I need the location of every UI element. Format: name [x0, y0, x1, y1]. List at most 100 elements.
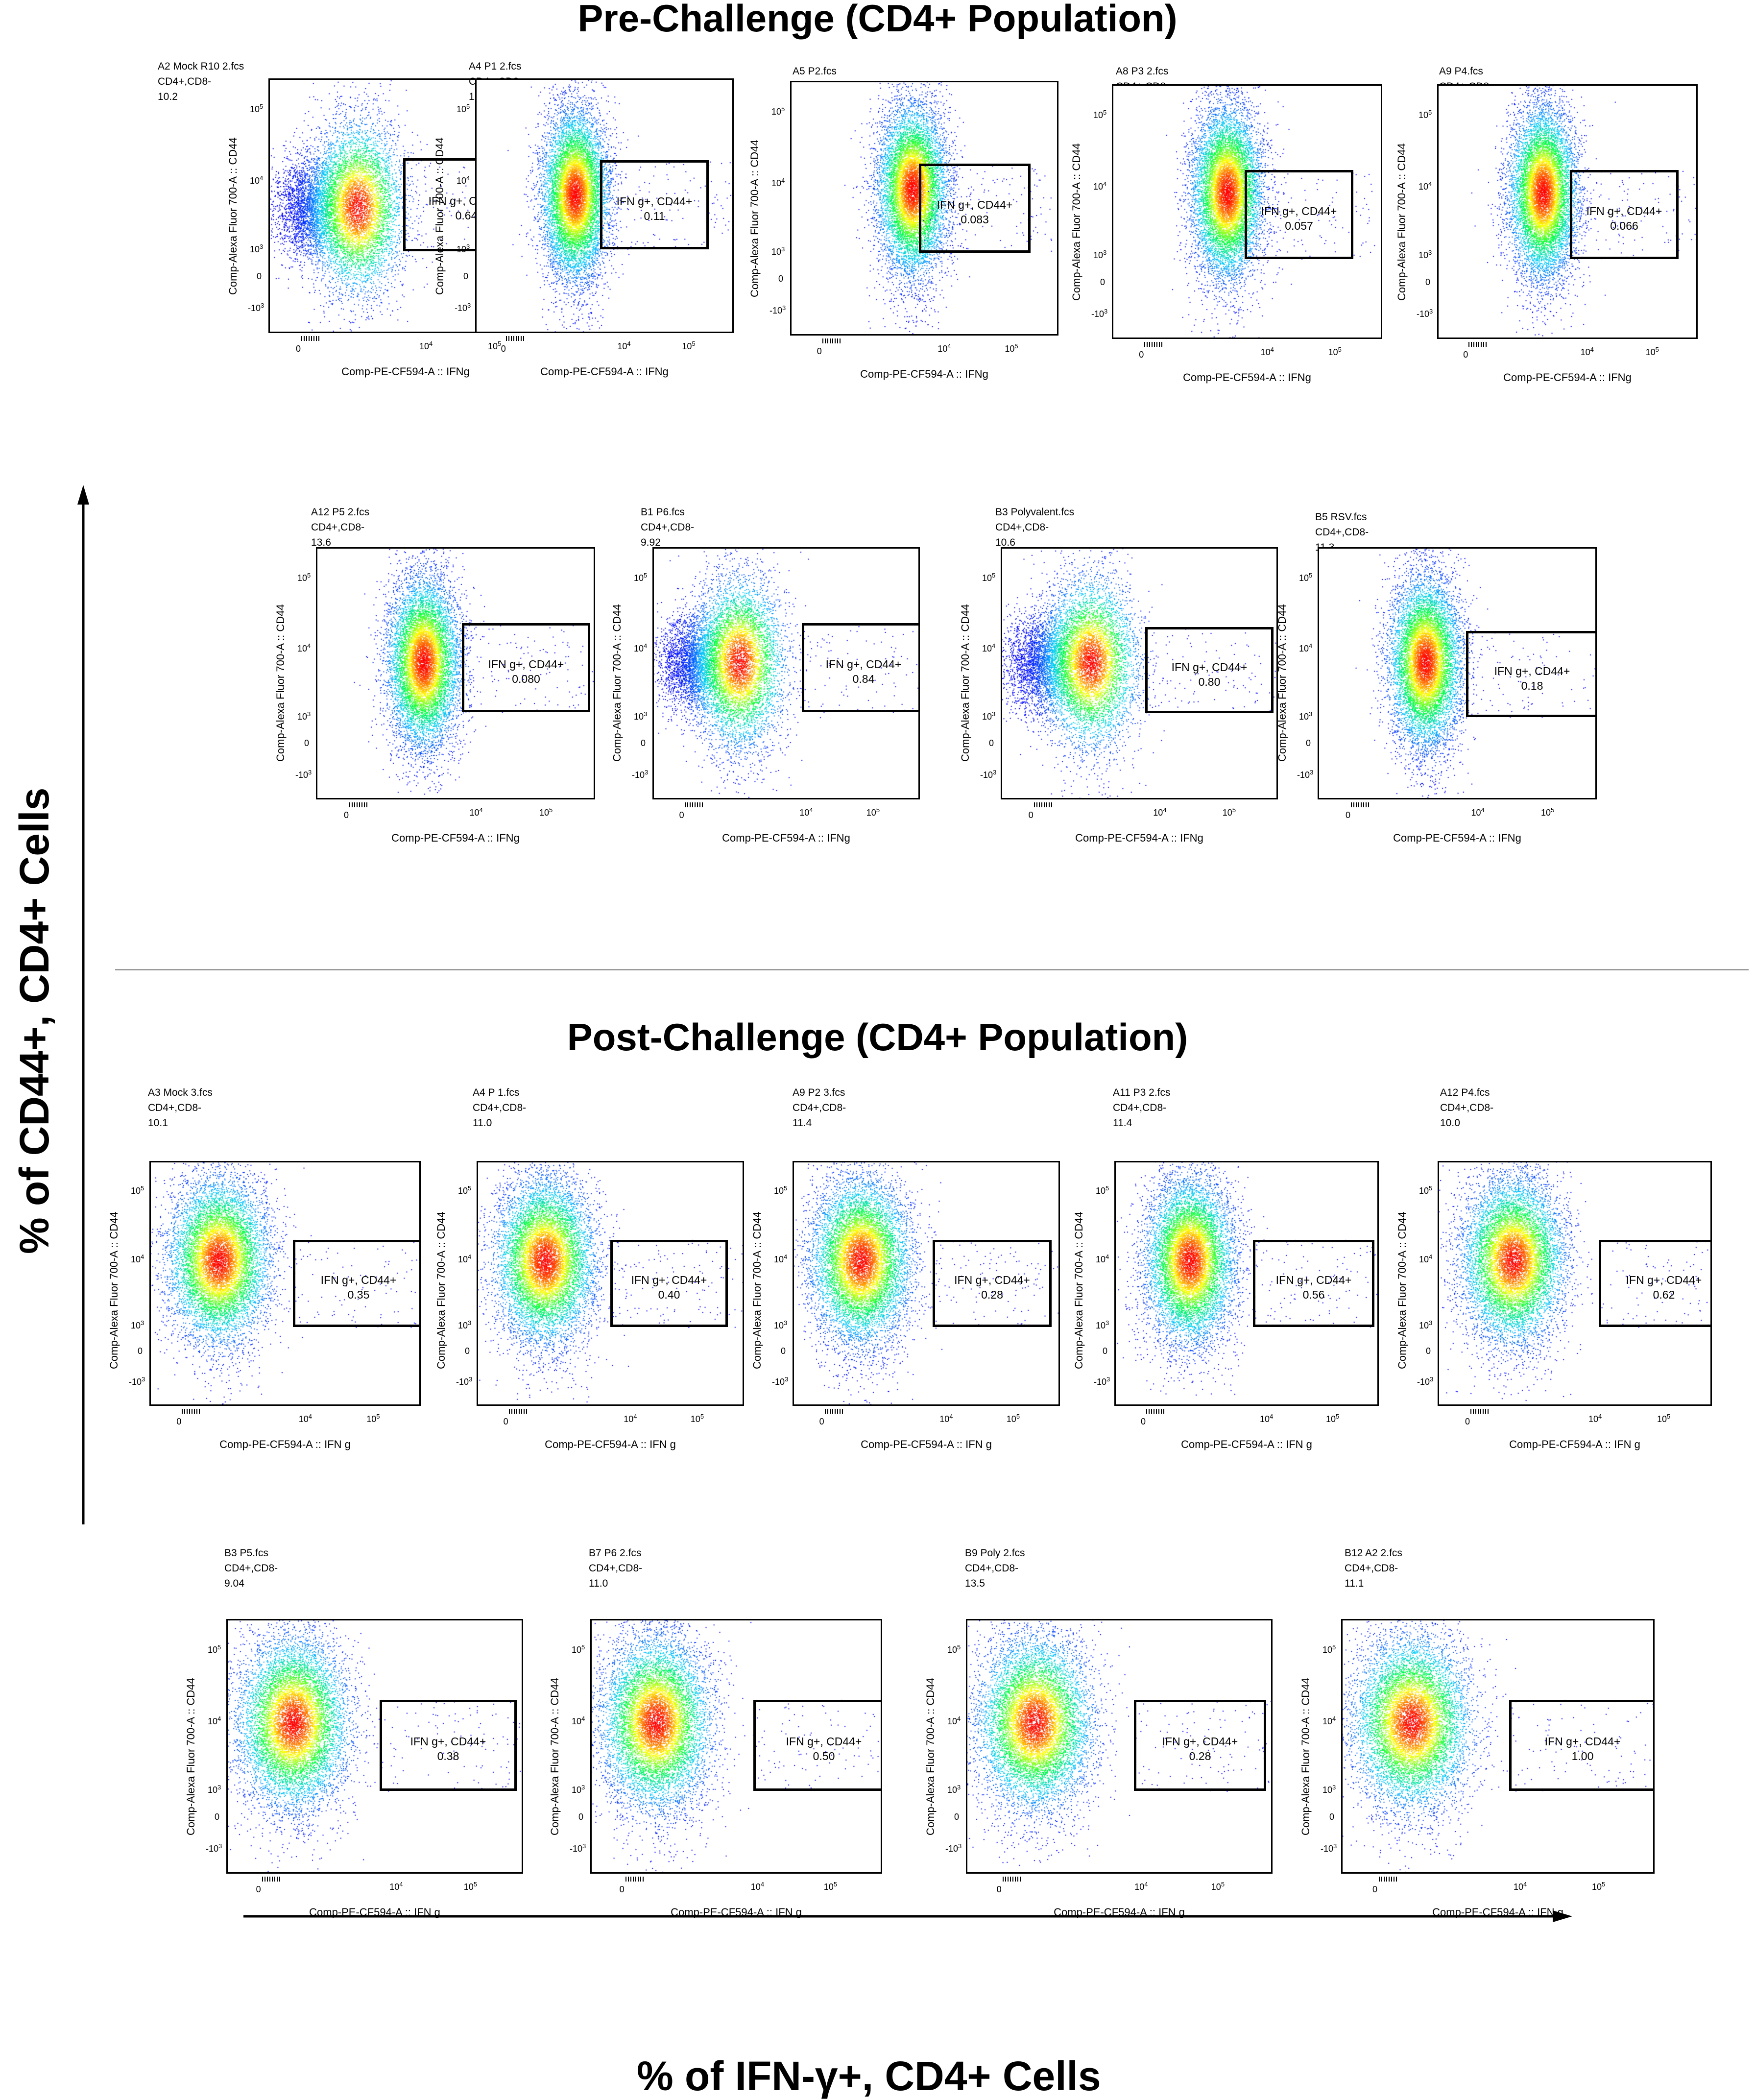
y-tick-label: 103 [1299, 710, 1312, 722]
tick-base: 10 [469, 808, 480, 818]
tick-exponent: 4 [1428, 180, 1432, 188]
x-tick-label: 104 [1134, 1881, 1148, 1892]
tick-base: 10 [463, 1882, 474, 1892]
x-tick-zero: 0 [1346, 810, 1351, 820]
x-axis-rug [625, 1877, 645, 1882]
x-tick-label: 104 [799, 806, 813, 818]
tick-base: 10 [1093, 250, 1104, 261]
y-tick-label: 105 [774, 1184, 787, 1196]
tick-exponent: 5 [1221, 1881, 1225, 1888]
x-tick-label: 105 [366, 1413, 380, 1424]
tick-base: 10 [1260, 1414, 1270, 1424]
scatter-points [792, 82, 1057, 334]
x-tick-zero: 0 [1028, 810, 1034, 820]
population-label: CD4+,CD8- [793, 1102, 846, 1113]
x-tick-zero: 0 [817, 346, 822, 356]
x-axis-rug [1144, 342, 1164, 347]
population-label: CD4+,CD8- [311, 522, 365, 533]
x-tick-label: 105 [539, 806, 553, 818]
ifn-gate: IFN g+, CD44+ 0.84 [802, 623, 918, 712]
gate-label: IFN g+, CD44+ [1586, 204, 1662, 217]
tick-exponent: 4 [1270, 346, 1274, 353]
y-tick-label: 104 [1299, 642, 1312, 654]
density-plot: IFN g+, CD44+ 0.18 [1318, 547, 1597, 799]
x-tick-label: 105 [1326, 1413, 1339, 1424]
ifn-gate: IFN g+, CD44+ 0.40 [610, 1240, 728, 1327]
flow-panel: A4 P 1.fcs CD4+,CD8- 11.0 IFN g+, CD44+ 0.40… [435, 1085, 874, 1477]
gate-percentage: 0.057 [1285, 219, 1313, 232]
tick-base: 10 [1588, 1414, 1599, 1424]
tick-base: -10 [456, 1377, 469, 1387]
sample-filename: A5 P2.fcs [793, 66, 837, 77]
tick-base: 10 [458, 1321, 468, 1330]
gate-label: IFN g+, CD44+ [937, 198, 1013, 211]
y-tick-negative: -103 [456, 1376, 472, 1387]
parent-percentage: 10.0 [1440, 1117, 1460, 1129]
x-tick-label: 105 [1592, 1881, 1605, 1892]
x-axis-rug [506, 336, 526, 341]
sample-filename: B3 P5.fcs [224, 1547, 268, 1559]
tick-exponent: 3 [141, 1319, 144, 1327]
gate-percentage: 0.62 [1653, 1288, 1675, 1302]
tick-base: -10 [1094, 1377, 1107, 1387]
x-tick-label: 105 [464, 1881, 477, 1892]
y-tick-zero: 0 [989, 738, 994, 748]
gate-percentage: 1.00 [1571, 1750, 1594, 1763]
tick-base: 10 [297, 573, 308, 583]
tick-exponent: 3 [307, 710, 311, 718]
y-tick-negative: -103 [570, 1842, 586, 1854]
population-label: CD4+,CD8- [995, 522, 1049, 533]
x-tick-zero: 0 [1463, 350, 1468, 360]
tick-base: -10 [455, 303, 468, 313]
gate-label: IFN g+, CD44+ [1275, 1274, 1352, 1287]
tick-exponent: 5 [1429, 1184, 1433, 1192]
tick-base: 10 [1541, 808, 1551, 818]
tick-base: 10 [1096, 1321, 1106, 1330]
density-plot: IFN g+, CD44+ 0.083 [790, 81, 1058, 336]
gate-label: IFN g+, CD44+ [488, 657, 564, 671]
tick-exponent: 5 [1655, 346, 1659, 353]
tick-base: -10 [1091, 309, 1105, 319]
sample-filename: A4 P 1.fcs [473, 1087, 520, 1098]
y-tick-negative: -103 [772, 1376, 788, 1387]
ifn-gate: IFN g+, CD44+ 0.35 [293, 1240, 419, 1327]
y-tick-label: 105 [297, 572, 311, 583]
gate-label: IFN g+, CD44+ [1261, 204, 1337, 217]
ifn-gate: IFN g+, CD44+ 0.62 [1599, 1240, 1710, 1327]
tick-exponent: 4 [1163, 806, 1167, 814]
tick-exponent: 4 [1144, 1881, 1148, 1888]
gate-percentage: 0.11 [644, 209, 665, 222]
tick-base: 10 [866, 808, 876, 818]
tick-base: -10 [248, 303, 261, 313]
tick-exponent: 4 [1106, 1253, 1109, 1260]
tick-exponent: 5 [1106, 1184, 1109, 1192]
tick-exponent: 4 [399, 1881, 403, 1888]
population-label: CD4+,CD8- [589, 1563, 643, 1574]
y-tick-zero: 0 [1103, 1346, 1108, 1356]
x-arrow-head [1553, 1910, 1572, 1922]
tick-exponent: 5 [307, 571, 311, 579]
section-divider [115, 969, 1749, 970]
parent-percentage: 13.5 [965, 1578, 985, 1589]
ifn-gate: IFN g+, CD44+ 0.28 [933, 1240, 1052, 1327]
tick-exponent: 4 [760, 1881, 765, 1888]
tick-exponent: 5 [581, 1643, 585, 1651]
tick-base: 10 [938, 344, 948, 354]
scatter-points [1002, 549, 1276, 798]
tick-base: 10 [1260, 347, 1271, 357]
tick-base: -10 [129, 1377, 142, 1387]
y-tick-label: 104 [982, 642, 995, 654]
tick-base: 10 [1093, 110, 1104, 121]
population-label: CD4+,CD8- [148, 1102, 202, 1113]
tick-base: 10 [1418, 250, 1429, 261]
tick-exponent: 3 [260, 243, 264, 251]
y-axis-label: % of CD44+, CD4+ Cells [11, 787, 57, 1254]
gate-percentage: 0.56 [1302, 1288, 1325, 1302]
y-tick-label: 103 [1096, 1319, 1109, 1331]
x-axis-title: Comp-PE-CF594-A :: IFNg [391, 832, 520, 844]
tick-exponent: 3 [644, 710, 648, 718]
y-tick-label: 104 [457, 174, 470, 186]
y-tick-label: 105 [572, 1643, 585, 1655]
